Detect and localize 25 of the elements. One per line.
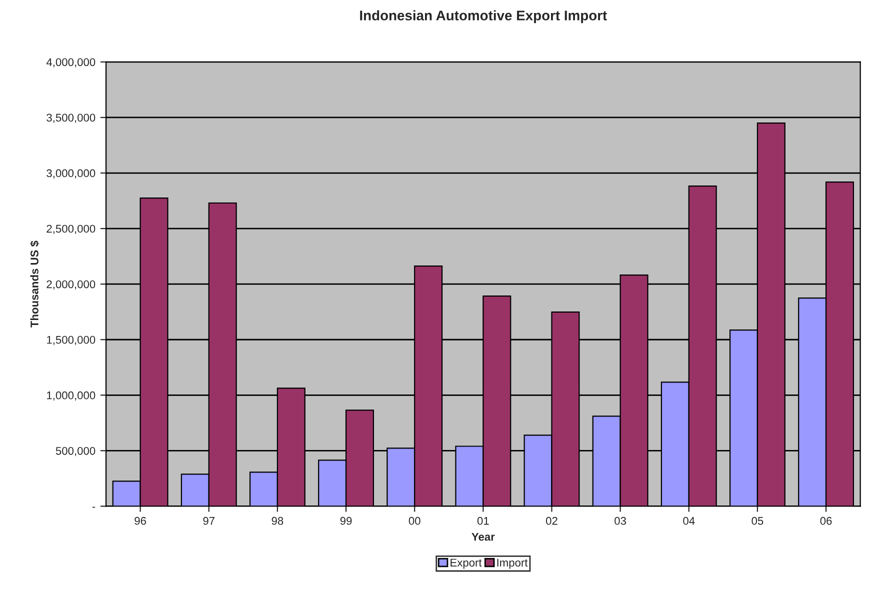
x-tick-label: 97	[203, 516, 214, 525]
y-axis-title: Thousands US $	[30, 240, 40, 328]
x-axis-title: Year	[472, 532, 495, 541]
x-tick-label: 04	[683, 516, 695, 525]
y-tick-label: 1,000,000	[47, 391, 96, 401]
x-tick-label: 98	[272, 516, 284, 525]
y-tick-label: 500,000	[56, 446, 96, 456]
x-tick-label: 03	[614, 516, 626, 525]
y-tick-label: 2,500,000	[46, 224, 96, 234]
x-tick-label: 02	[546, 516, 558, 525]
y-tick-label: 4,000,000	[46, 58, 96, 68]
legend-label: Export	[450, 558, 482, 569]
x-tick-label: 05	[752, 516, 764, 525]
y-tick-label: 3,500,000	[46, 114, 96, 123]
x-tick-label: 06	[820, 516, 832, 525]
y-tick-label: 1,500,000	[47, 336, 96, 346]
y-tick-label: 3,000,000	[46, 169, 96, 178]
y-tick-label: -	[92, 506, 96, 508]
x-tick-label: 00	[408, 516, 420, 525]
x-tick-label: 01	[477, 516, 489, 525]
y-tick-label: 2,000,000	[46, 280, 96, 290]
x-tick-label: 96	[134, 516, 146, 525]
x-tick-label: 99	[340, 516, 352, 525]
chart-title: Indonesian Automotive Export Import	[360, 10, 607, 24]
legend-label: Import	[497, 558, 528, 569]
